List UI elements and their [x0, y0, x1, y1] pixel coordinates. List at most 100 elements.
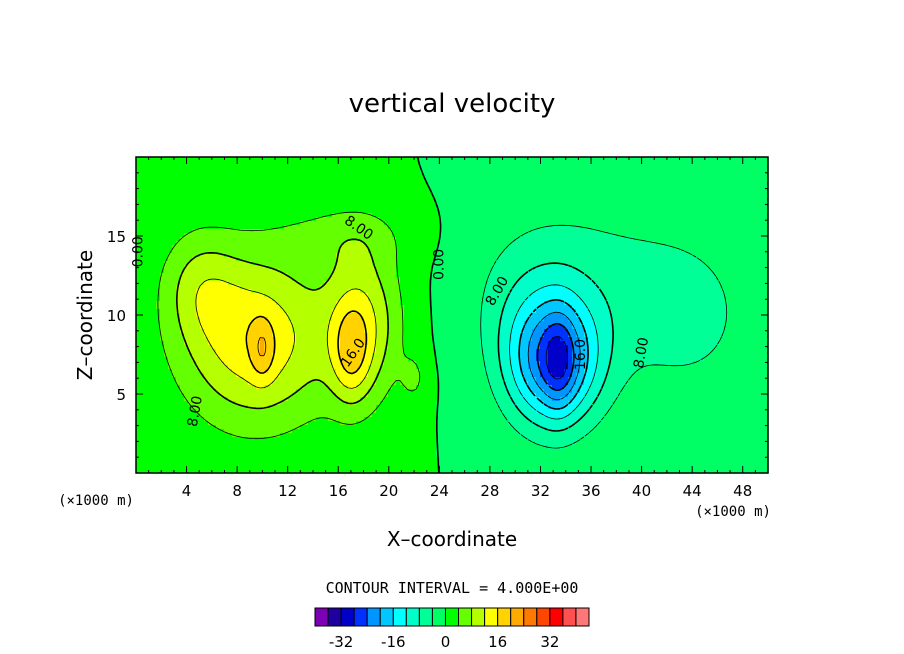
field-cell — [228, 185, 233, 190]
field-cell — [544, 165, 549, 170]
field-cell — [492, 201, 497, 206]
field-cell — [704, 165, 709, 170]
field-cell — [624, 237, 629, 242]
field-cell — [668, 277, 673, 282]
field-cell — [584, 177, 589, 182]
field-cell — [564, 161, 569, 166]
field-cell — [416, 169, 421, 174]
field-cell — [708, 157, 713, 162]
field-cell — [168, 241, 173, 246]
field-cell — [276, 221, 281, 226]
field-cell — [312, 261, 317, 266]
field-cell — [556, 209, 561, 214]
field-cell — [400, 181, 405, 186]
field-cell — [560, 265, 565, 270]
field-cell — [324, 173, 329, 178]
field-cell — [532, 197, 537, 202]
field-cell — [300, 261, 305, 266]
field-cell — [624, 253, 629, 258]
field-cell — [592, 197, 597, 202]
field-cell — [152, 233, 157, 238]
field-cell — [656, 249, 661, 254]
field-cell — [452, 217, 457, 222]
field-cell — [440, 245, 445, 250]
field-cell — [248, 265, 253, 270]
field-cell — [752, 269, 757, 274]
field-cell — [456, 249, 461, 254]
field-cell — [384, 249, 389, 254]
field-cell — [580, 241, 585, 246]
field-cell — [476, 185, 481, 190]
field-cell — [192, 233, 197, 238]
field-cell — [508, 197, 513, 202]
field-cell — [724, 169, 729, 174]
field-cell — [628, 209, 633, 214]
field-cell — [544, 217, 549, 222]
field-cell — [272, 241, 277, 246]
field-cell — [280, 181, 285, 186]
field-cell — [264, 281, 269, 286]
field-cell — [268, 237, 273, 242]
field-cell — [696, 237, 701, 242]
field-cell — [280, 253, 285, 258]
field-cell — [632, 157, 637, 162]
field-cell — [576, 209, 581, 214]
field-cell — [608, 253, 613, 258]
field-cell — [444, 261, 449, 266]
field-cell — [480, 277, 485, 282]
field-cell — [172, 221, 177, 226]
field-cell — [736, 229, 741, 234]
field-cell — [448, 269, 453, 274]
field-cell — [364, 213, 369, 218]
field-cell — [228, 205, 233, 210]
field-cell — [364, 261, 369, 266]
field-cell — [140, 165, 145, 170]
field-cell — [548, 213, 553, 218]
field-cell — [256, 197, 261, 202]
field-cell — [504, 201, 509, 206]
field-cell — [516, 185, 521, 190]
field-cell — [320, 281, 325, 286]
field-cell — [220, 169, 225, 174]
field-cell — [396, 181, 401, 186]
field-cell — [540, 241, 545, 246]
field-cell — [140, 181, 145, 186]
field-cell — [684, 233, 689, 238]
field-cell — [520, 209, 525, 214]
field-cell — [400, 209, 405, 214]
field-cell — [520, 229, 525, 234]
field-cell — [416, 189, 421, 194]
chart-title: vertical velocity — [349, 89, 556, 119]
field-cell — [664, 205, 669, 210]
field-cell — [428, 225, 433, 230]
field-cell — [404, 193, 409, 198]
field-cell — [324, 193, 329, 198]
field-cell — [684, 277, 689, 282]
field-cell — [156, 205, 161, 210]
field-cell — [320, 201, 325, 206]
field-cell — [736, 257, 741, 262]
field-cell — [652, 185, 657, 190]
field-cell — [604, 169, 609, 174]
field-cell — [672, 233, 677, 238]
field-cell — [292, 229, 297, 234]
field-cell — [512, 245, 517, 250]
field-cell — [416, 201, 421, 206]
field-cell — [236, 185, 241, 190]
field-cell — [180, 177, 185, 182]
field-cell — [752, 157, 757, 162]
field-cell — [360, 281, 365, 286]
field-cell — [364, 209, 369, 214]
field-cell — [164, 197, 169, 202]
field-cell — [748, 193, 753, 198]
field-cell — [400, 253, 405, 258]
field-cell — [600, 273, 605, 278]
field-cell — [452, 197, 457, 202]
field-cell — [240, 261, 245, 266]
field-cell — [452, 193, 457, 198]
field-cell — [244, 261, 249, 266]
field-cell — [496, 177, 501, 182]
field-cell — [204, 181, 209, 186]
field-cell — [336, 205, 341, 210]
field-cell — [484, 185, 489, 190]
